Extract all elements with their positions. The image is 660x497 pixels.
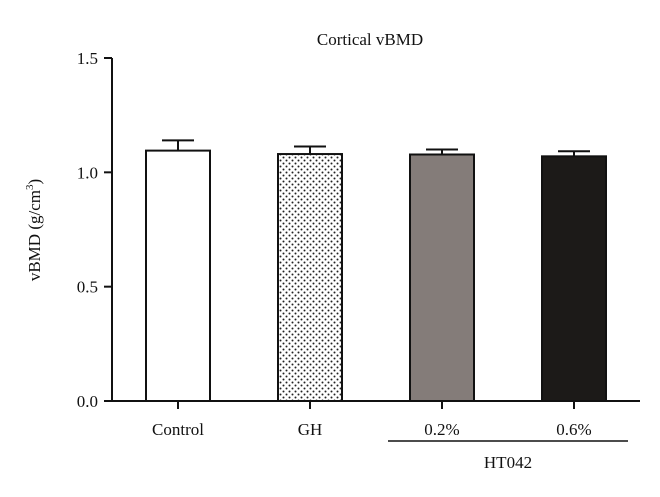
bar: [145, 149, 211, 402]
bars: [145, 139, 607, 402]
category-label: 0.6%: [556, 420, 591, 439]
chart-title: Cortical vBMD: [317, 30, 423, 49]
y-axis-label-superscript: 3: [24, 184, 36, 190]
bar: [277, 153, 343, 402]
y-tick-label: 0.0: [77, 392, 98, 411]
y-tick-label: 1.0: [77, 163, 98, 182]
x-axis: Control GH 0.2% 0.6% HT042: [112, 400, 640, 472]
category-label: GH: [298, 420, 323, 439]
category-label: 0.2%: [424, 420, 459, 439]
y-tick-label: 0.5: [77, 278, 98, 297]
bar: [409, 153, 475, 402]
y-axis-label-close: ): [25, 179, 44, 185]
bar: [541, 155, 607, 402]
category-label: Control: [152, 420, 204, 439]
y-axis: 0.0 0.5 1.0 1.5: [77, 49, 113, 411]
y-axis-label-main: vBMD (g/cm: [25, 190, 44, 281]
group-label: HT042: [484, 453, 532, 472]
y-tick-label: 1.5: [77, 49, 98, 68]
y-axis-label: vBMD (g/cm3): [24, 179, 44, 281]
